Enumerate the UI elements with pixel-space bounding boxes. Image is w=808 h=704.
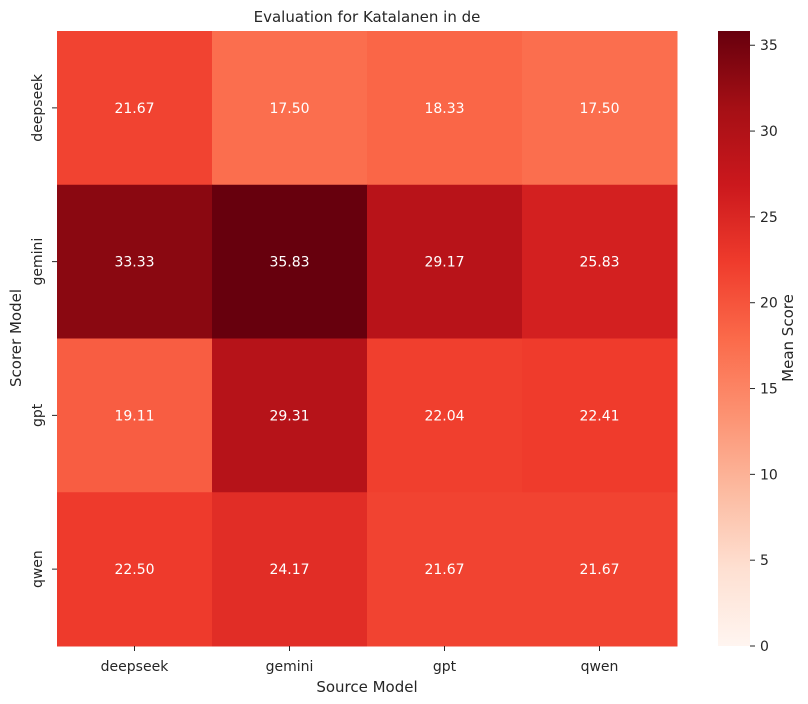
y-axis-title: Scorer Model (7, 289, 25, 387)
colorbar-ticks: 0 5 10 15 20 25 30 35 (750, 38, 778, 655)
heatmap-cell-gemini-qwen (522, 184, 678, 339)
heatmap-cell-qwen-deepseek (57, 492, 213, 647)
y-tick-label-gemini: gemini (30, 238, 46, 286)
cell-value-label: 17.50 (269, 101, 309, 117)
cell-value-label: 29.31 (269, 408, 309, 424)
cell-value-label: 19.11 (114, 408, 154, 424)
heatmap-cells (57, 31, 678, 647)
colorbar (718, 31, 750, 646)
heatmap-cell-gemini-deepseek (57, 184, 213, 339)
x-axis-ticks: deepseek gemini gpt qwen (101, 646, 619, 675)
chart-title: Evaluation for Katalanen in de (254, 8, 481, 26)
colorbar-tick-label: 20 (760, 296, 778, 312)
x-axis-title: Source Model (316, 678, 417, 696)
colorbar-tick-label: 25 (760, 210, 778, 226)
cell-value-label: 29.17 (424, 255, 464, 271)
heatmap-cell-gemini-gpt (367, 184, 523, 339)
colorbar-tick-label: 35 (760, 38, 778, 54)
heatmap-cell-gpt-gemini (212, 338, 368, 493)
cell-value-label: 24.17 (269, 562, 309, 578)
heatmap-cell-gpt-gpt (367, 338, 523, 493)
heatmap-cell-deepseek-gpt (367, 31, 523, 186)
x-tick-label-qwen: qwen (581, 659, 619, 675)
cell-value-label: 25.83 (579, 255, 619, 271)
y-axis-ticks: deepseek gemini gpt qwen (30, 73, 57, 588)
cell-value-label: 18.33 (424, 101, 464, 117)
heatmap-cell-gpt-qwen (522, 338, 678, 493)
x-tick-label-gpt: gpt (433, 659, 457, 675)
heatmap-cell-qwen-gpt (367, 492, 523, 647)
y-tick-label-deepseek: deepseek (30, 73, 46, 142)
y-tick-label-qwen: qwen (30, 550, 46, 588)
colorbar-tick-label: 10 (760, 467, 778, 483)
heatmap-cell-gemini-gemini (212, 184, 368, 339)
x-tick-label-gemini: gemini (266, 659, 314, 675)
heatmap-cell-qwen-gemini (212, 492, 368, 647)
heatmap-cell-labels: 21.67 17.50 18.33 17.50 33.33 35.83 29.17 25.83… (114, 101, 619, 578)
heatmap-cell-gpt-deepseek (57, 338, 213, 493)
cell-value-label: 35.83 (269, 255, 309, 271)
cell-value-label: 21.67 (579, 562, 619, 578)
heatmap-cell-deepseek-gemini (212, 31, 368, 186)
x-tick-label-deepseek: deepseek (101, 659, 170, 675)
colorbar-tick-label: 15 (760, 382, 778, 398)
colorbar-tick-label: 5 (760, 553, 769, 569)
colorbar-title: Mean Score (779, 294, 797, 382)
heatmap-cell-qwen-qwen (522, 492, 678, 647)
cell-value-label: 22.04 (424, 408, 464, 424)
cell-value-label: 33.33 (114, 255, 154, 271)
heatmap-cell-deepseek-deepseek (57, 31, 213, 186)
colorbar-tick-label: 0 (760, 639, 769, 655)
cell-value-label: 21.67 (424, 562, 464, 578)
y-tick-label-gpt: gpt (30, 403, 46, 427)
heatmap-cell-deepseek-qwen (522, 31, 678, 186)
cell-value-label: 21.67 (114, 101, 154, 117)
colorbar-tick-label: 30 (760, 124, 778, 140)
cell-value-label: 22.41 (579, 408, 619, 424)
cell-value-label: 22.50 (114, 562, 154, 578)
cell-value-label: 17.50 (579, 101, 619, 117)
